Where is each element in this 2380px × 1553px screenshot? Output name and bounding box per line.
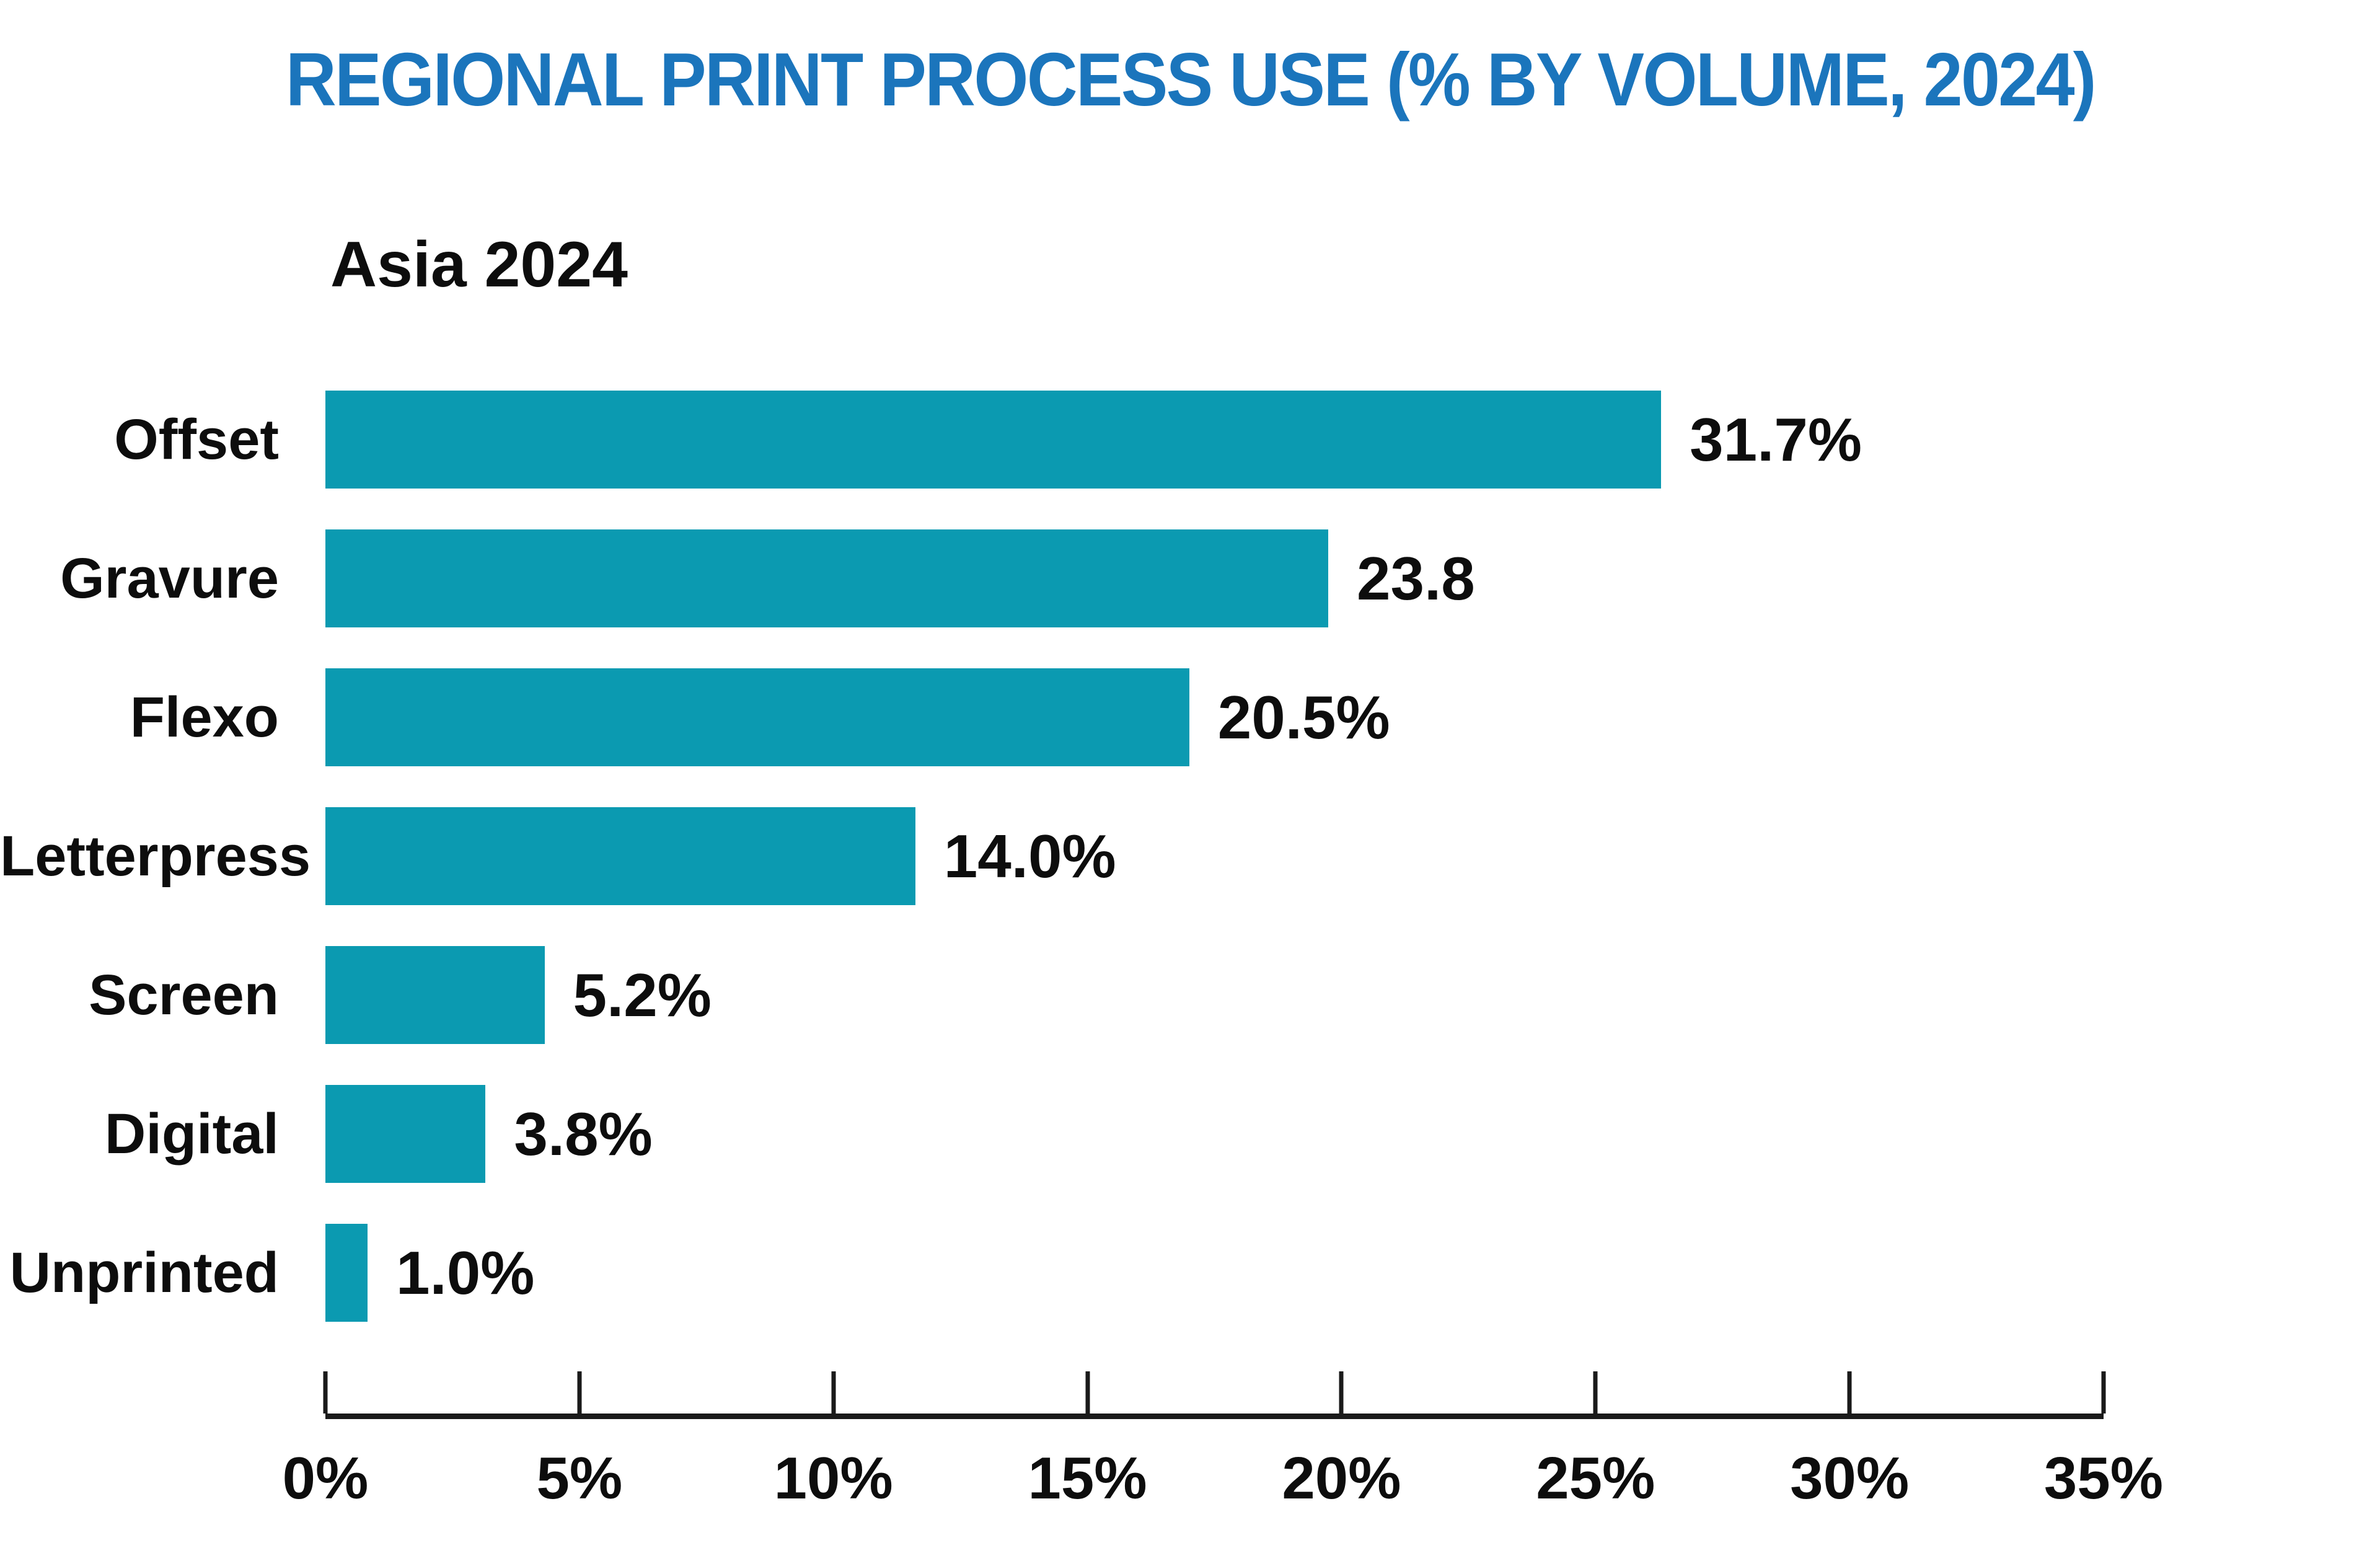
category-label-flexo: Flexo <box>130 685 279 749</box>
value-label: 3.8% <box>514 1099 653 1168</box>
bar-offset <box>325 391 1662 489</box>
category-label-digital: Digital <box>104 1102 279 1166</box>
axis-tick-label: 10% <box>774 1445 893 1511</box>
value-label: 31.7% <box>1690 405 1862 474</box>
axis-tick-label: 20% <box>1282 1445 1401 1511</box>
axis-tick-label: 25% <box>1536 1445 1655 1511</box>
bar-track: 5.2% <box>325 946 2104 1044</box>
axis-tick-mark <box>831 1371 836 1414</box>
value-label: 1.0% <box>395 1238 535 1307</box>
bar-flexo <box>325 668 1189 766</box>
bar-unprinted <box>325 1224 368 1322</box>
bar-track: 3.8% <box>325 1085 2104 1183</box>
axis-tick-mark <box>1085 1371 1090 1414</box>
bar-row: Digital 3.8% <box>0 1085 2104 1183</box>
x-axis-line <box>325 1414 2104 1419</box>
bar-track: 23.8 <box>325 529 2104 627</box>
axis-tick-mark <box>323 1371 328 1414</box>
axis-tick-mark <box>1593 1371 1598 1414</box>
value-label: 23.8 <box>1357 544 1475 613</box>
bar-row: Unprinted 1.0% <box>0 1224 2104 1322</box>
x-axis: 0% 5% 10% 15% 20% 25% 30% 35% <box>283 1371 2163 1553</box>
value-label: 5.2% <box>573 960 712 1029</box>
bar-rows: Offset 31.7% Gravure 23.8 Flexo 20.5% Letterpr… <box>0 391 2104 1322</box>
axis-tick-label: 30% <box>1790 1445 1910 1511</box>
bar-digital <box>325 1085 486 1183</box>
chart-title-text: REGIONAL PRINT PROCESS USE (% BY VOLUME,… <box>285 37 2097 122</box>
chart-title: REGIONAL PRINT PROCESS USE (% BY VOLUME,… <box>0 36 2380 123</box>
bar-row: Screen 5.2% <box>0 946 2104 1044</box>
bar-row: Flexo 20.5% <box>0 668 2104 766</box>
bar-row: Gravure 23.8 <box>0 529 2104 627</box>
bar-gravure <box>325 529 1329 627</box>
bar-row: Letterpress 14.0% <box>0 807 2104 905</box>
axis-tick-mark <box>2101 1371 2106 1414</box>
value-label: 14.0% <box>943 821 1116 890</box>
axis-tick-mark <box>1847 1371 1852 1414</box>
bar-track: 1.0% <box>325 1224 2104 1322</box>
chart-subtitle: Asia 2024 <box>330 229 628 301</box>
axis-tick-label: 35% <box>2043 1445 2164 1511</box>
category-label-gravure: Gravure <box>60 546 279 610</box>
bar-track: 31.7% <box>325 391 2104 489</box>
value-label: 20.5% <box>1217 683 1390 751</box>
bar-letterpress <box>325 807 915 905</box>
axis-tick-label: 5% <box>536 1445 623 1511</box>
category-label-letterpress: Letterpress <box>0 824 311 888</box>
axis-tick-mark <box>1339 1371 1344 1414</box>
axis-tick-label: 0% <box>282 1445 369 1511</box>
axis-tick-label: 15% <box>1028 1445 1147 1511</box>
axis-tick-mark <box>577 1371 582 1414</box>
category-label-unprinted: Unprinted <box>9 1241 279 1304</box>
category-label-screen: Screen <box>89 963 279 1027</box>
bar-screen <box>325 946 545 1044</box>
bar-track: 20.5% <box>325 668 2104 766</box>
bar-track: 14.0% <box>325 807 2104 905</box>
bar-row: Offset 31.7% <box>0 391 2104 489</box>
category-label-offset: Offset <box>114 407 279 471</box>
